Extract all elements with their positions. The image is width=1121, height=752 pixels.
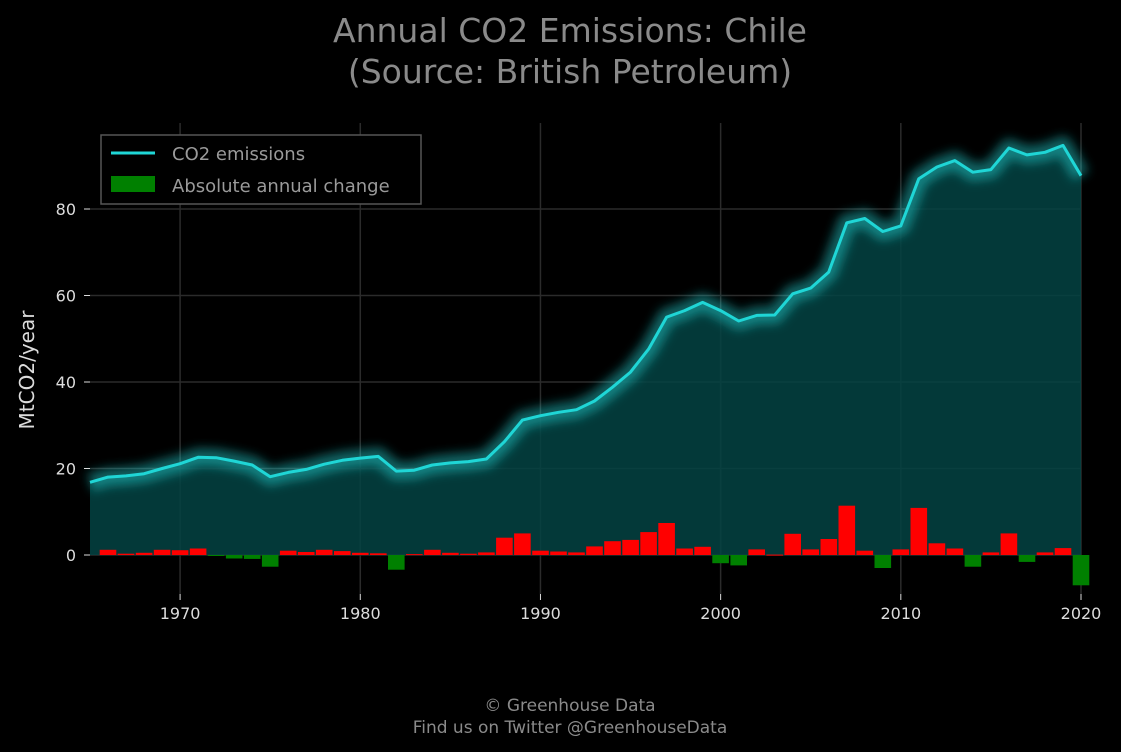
bar-2018 xyxy=(1036,552,1054,555)
bar-1974 xyxy=(243,555,261,559)
bar-2002 xyxy=(748,549,765,555)
bar-1991 xyxy=(550,551,567,555)
bar-1977 xyxy=(297,552,315,555)
bar-1980 xyxy=(352,552,369,555)
bar-1972 xyxy=(207,555,225,556)
bar-2016 xyxy=(1000,533,1018,555)
x-tick-label-1980: 1980 xyxy=(340,604,381,623)
bar-1978 xyxy=(315,549,333,555)
y-tick-label-40: 40 xyxy=(56,373,76,392)
bar-2012 xyxy=(928,543,946,555)
y-tick-label-20: 20 xyxy=(56,460,76,479)
bar-1999 xyxy=(694,546,711,555)
bar-1970 xyxy=(171,550,189,555)
bar-1982 xyxy=(388,555,405,570)
x-tick-label-1970: 1970 xyxy=(160,604,201,623)
bar-2011 xyxy=(910,507,928,555)
bar-2008 xyxy=(856,550,874,555)
bar-2007 xyxy=(838,505,856,555)
bar-1979 xyxy=(334,551,351,555)
x-tick-label-1990: 1990 xyxy=(520,604,561,623)
x-tick-label-2010: 2010 xyxy=(880,604,921,623)
bar-1996 xyxy=(640,532,657,555)
chart-title-line1: Annual CO2 Emissions: Chile xyxy=(333,11,807,50)
bar-1966 xyxy=(99,549,117,555)
legend-bar-swatch xyxy=(111,176,155,192)
bar-2014 xyxy=(964,555,982,567)
bar-1997 xyxy=(658,523,675,555)
bar-2015 xyxy=(982,552,1000,555)
bar-1994 xyxy=(604,541,621,555)
bar-1973 xyxy=(225,555,243,559)
x-tick-label-2020: 2020 xyxy=(1061,604,1102,623)
bar-1989 xyxy=(514,533,531,555)
bar-2003 xyxy=(766,554,783,556)
bar-1987 xyxy=(478,552,495,555)
annual-change-bars xyxy=(99,505,1090,586)
emissions-line xyxy=(89,143,1083,484)
bar-2006 xyxy=(820,539,838,555)
footer-twitter: Find us on Twitter @GreenhouseData xyxy=(413,718,728,738)
bar-1969 xyxy=(153,549,171,555)
bar-2017 xyxy=(1018,555,1036,562)
bar-2010 xyxy=(892,549,910,555)
bar-1998 xyxy=(676,548,693,555)
chart-title-line2: (Source: British Petroleum) xyxy=(348,52,792,91)
bar-2000 xyxy=(712,555,729,564)
bar-2019 xyxy=(1054,548,1072,555)
bar-1984 xyxy=(424,549,441,555)
axis-ticks: 1970 1980 1990 2000 2010 2020 0 20 40 60 80 xyxy=(56,200,1102,623)
bar-2005 xyxy=(802,549,819,555)
bar-1976 xyxy=(279,550,297,555)
bar-1983 xyxy=(406,554,423,556)
bar-2009 xyxy=(874,555,892,568)
x-tick-label-2000: 2000 xyxy=(700,604,741,623)
y-axis-label: MtCO2/year xyxy=(15,310,39,430)
bar-1985 xyxy=(442,552,459,555)
bar-1967 xyxy=(117,553,135,555)
bar-2013 xyxy=(946,548,964,555)
bar-2020 xyxy=(1072,555,1090,586)
footer-copyright: © Greenhouse Data xyxy=(484,696,655,716)
bar-1995 xyxy=(622,539,639,555)
legend-box xyxy=(100,134,422,205)
y-tick-label-60: 60 xyxy=(56,287,76,306)
legend-label-change: Absolute annual change xyxy=(172,176,390,197)
y-tick-label-0: 0 xyxy=(66,546,76,565)
bar-1968 xyxy=(135,552,153,555)
bar-1992 xyxy=(568,552,585,555)
legend-label-emissions: CO2 emissions xyxy=(172,144,305,165)
bar-1975 xyxy=(261,555,279,567)
bar-1990 xyxy=(532,550,549,555)
bar-2001 xyxy=(730,555,747,566)
bar-1981 xyxy=(370,553,387,555)
bar-1971 xyxy=(189,548,207,555)
bar-2004 xyxy=(784,533,801,555)
bar-1988 xyxy=(496,537,513,555)
emissions-area xyxy=(90,145,1081,555)
legend: CO2 emissions Absolute annual change xyxy=(100,134,422,205)
bar-1986 xyxy=(460,553,477,555)
bar-1993 xyxy=(586,546,603,556)
y-tick-label-80: 80 xyxy=(56,200,76,219)
